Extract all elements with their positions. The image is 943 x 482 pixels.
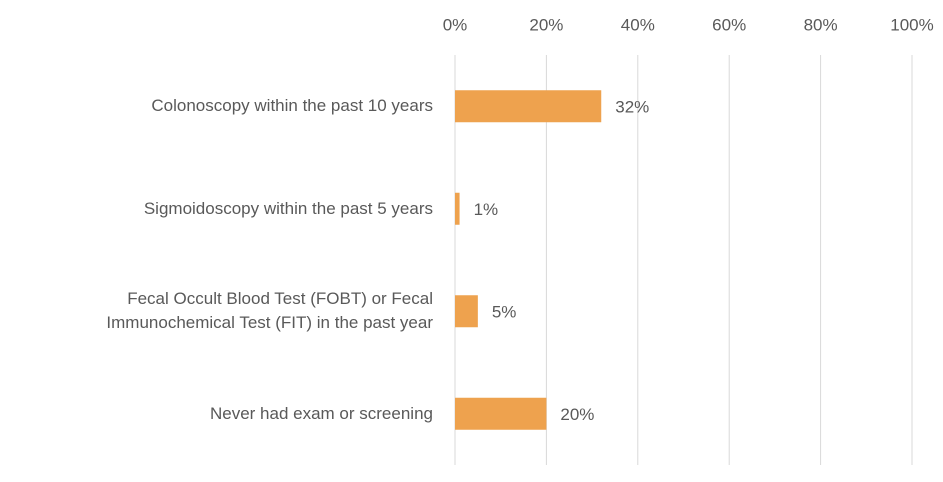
x-tick-label: 0%	[443, 15, 468, 34]
bar	[455, 397, 547, 430]
x-tick-label: 20%	[529, 15, 563, 34]
bar	[455, 192, 460, 225]
y-tick-label: Fecal Occult Blood Test (FOBT) or Fecal …	[106, 289, 433, 333]
data-label: 32%	[615, 98, 649, 117]
bar	[455, 295, 478, 328]
y-tick-label: Never had exam or screening	[209, 403, 433, 423]
data-label: 1%	[474, 200, 499, 219]
x-tick-label: 100%	[890, 15, 933, 34]
y-tick-label: Sigmoidoscopy within the past 5 years	[143, 198, 433, 218]
y-tick-label: Colonoscopy within the past 10 years	[151, 96, 433, 116]
bar	[455, 90, 602, 123]
data-label: 5%	[492, 303, 517, 322]
x-tick-label: 40%	[621, 15, 655, 34]
x-tick-label: 80%	[804, 15, 838, 34]
data-label: 20%	[560, 405, 594, 424]
x-tick-label: 60%	[712, 15, 746, 34]
